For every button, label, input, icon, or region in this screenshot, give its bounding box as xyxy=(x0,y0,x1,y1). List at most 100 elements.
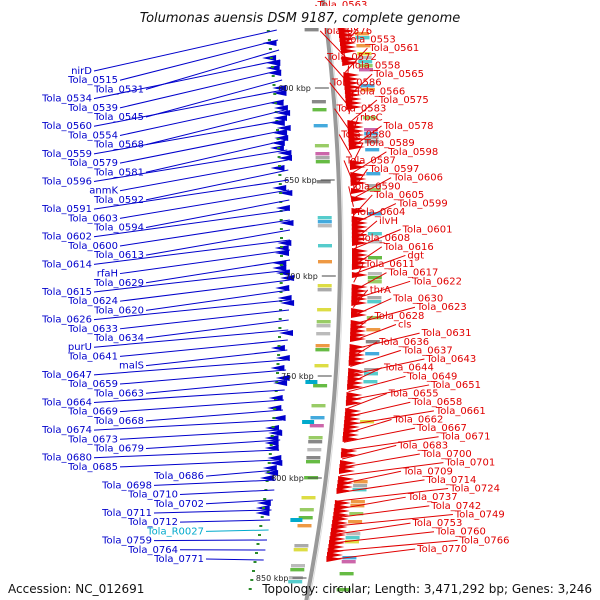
minor-tick xyxy=(248,588,252,590)
rna-feature xyxy=(302,420,315,424)
connector-layer xyxy=(93,4,458,561)
gene-label: Tola_0698 xyxy=(101,480,152,491)
forward-gene-arrow xyxy=(331,524,348,530)
gene-label: Tola_0579 xyxy=(67,158,118,169)
forward-gene-arrow xyxy=(350,164,366,170)
gene-label: Tola_0620 xyxy=(93,305,144,316)
minor-tick xyxy=(270,435,274,437)
minor-tick xyxy=(279,264,283,266)
gene-label: nirD xyxy=(71,66,92,77)
label-connector xyxy=(205,469,277,477)
accession-text: Accession: NC_012691 xyxy=(8,582,145,596)
function-band xyxy=(360,88,375,92)
label-connector xyxy=(93,389,285,403)
forward-gene-arrow xyxy=(351,312,367,318)
function-band xyxy=(356,44,371,48)
label-connector xyxy=(347,384,430,401)
minor-tick xyxy=(279,291,283,293)
gene-label: Tola_0673 xyxy=(67,434,118,445)
reverse-gene-arrow xyxy=(266,60,281,66)
label-connector xyxy=(344,418,392,435)
label-connector xyxy=(319,30,345,56)
label-connector xyxy=(324,56,347,81)
gene-label: Tola_0655 xyxy=(388,389,439,400)
gene-label: Tola_0647 xyxy=(41,370,92,381)
forward-gene-arrow xyxy=(328,544,345,550)
label-connector xyxy=(329,539,458,553)
label-connector xyxy=(353,246,383,267)
label-connector xyxy=(349,99,378,123)
label-connector xyxy=(352,298,392,317)
forward-gene-arrow xyxy=(347,124,364,130)
minor-tick xyxy=(279,228,283,230)
function-band xyxy=(315,156,330,160)
label-connector xyxy=(119,279,290,302)
label-connector xyxy=(347,393,387,410)
function-band xyxy=(367,296,382,300)
function-band xyxy=(363,380,378,384)
label-connector xyxy=(352,151,387,174)
label-connector xyxy=(333,513,453,527)
function-band xyxy=(349,512,364,516)
backbone-highlight xyxy=(308,0,344,600)
label-connector xyxy=(93,179,289,210)
function-band xyxy=(367,276,382,280)
minor-tick xyxy=(277,345,281,347)
scale-tick-label: 800 kbp xyxy=(271,474,304,483)
reverse-gene-arrow xyxy=(270,345,285,351)
label-connector xyxy=(93,329,289,348)
gene-label: Tola_0534 xyxy=(41,94,92,105)
gene-label: Tola_0649 xyxy=(407,371,458,382)
function-band xyxy=(298,516,313,520)
function-band xyxy=(317,216,332,220)
label-connector xyxy=(352,306,416,325)
gene-label: Tola_0590 xyxy=(350,181,401,192)
function-band xyxy=(317,224,332,228)
gene-label: Tola_0710 xyxy=(127,490,178,501)
label-connector xyxy=(93,149,288,182)
gene-label: Tola_0685 xyxy=(67,462,118,473)
gene-label: Tola_0515 xyxy=(67,75,118,86)
gene-label: ilvH xyxy=(379,216,398,227)
minor-tick xyxy=(277,156,281,158)
minor-tick xyxy=(275,381,279,383)
label-connector xyxy=(353,254,406,275)
function-band xyxy=(307,448,322,452)
label-connector xyxy=(343,427,416,443)
label-connector xyxy=(348,186,354,207)
reverse-gene-arrow xyxy=(264,435,279,441)
label-connector xyxy=(93,119,286,155)
label-connector xyxy=(93,419,283,431)
function-band xyxy=(366,328,381,332)
function-band xyxy=(306,460,320,464)
gene-label: Tola_0680 xyxy=(41,453,92,464)
forward-gene-arrow xyxy=(344,88,361,94)
label-connector xyxy=(335,496,406,510)
minor-tick xyxy=(262,507,265,509)
gene-label: Tola_0771 xyxy=(153,554,204,565)
function-band xyxy=(365,352,380,356)
gene-label: Tola_0623 xyxy=(416,302,467,313)
label-connector xyxy=(119,429,282,440)
forward-gene-arrow xyxy=(348,368,365,374)
function-band xyxy=(345,536,360,540)
function-band xyxy=(366,184,381,188)
minor-tick xyxy=(268,48,272,50)
gene-label: purU xyxy=(68,342,92,353)
label-connector xyxy=(93,209,290,238)
label-connector xyxy=(119,339,288,357)
function-band xyxy=(355,32,369,36)
gene-label: Tola_0596 xyxy=(41,177,92,188)
function-band xyxy=(318,244,332,248)
gene-label: Tola_0651 xyxy=(430,380,481,391)
label-connector xyxy=(145,289,290,311)
gene-label: Tola_0566 xyxy=(354,86,405,97)
backbone-layer xyxy=(304,0,344,600)
reverse-gene-arrow xyxy=(264,440,279,446)
label-connector xyxy=(352,168,368,191)
reverse-gene-arrow xyxy=(275,205,290,211)
forward-gene-arrow xyxy=(350,180,367,186)
function-band xyxy=(365,340,380,344)
minor-tick xyxy=(278,318,282,320)
